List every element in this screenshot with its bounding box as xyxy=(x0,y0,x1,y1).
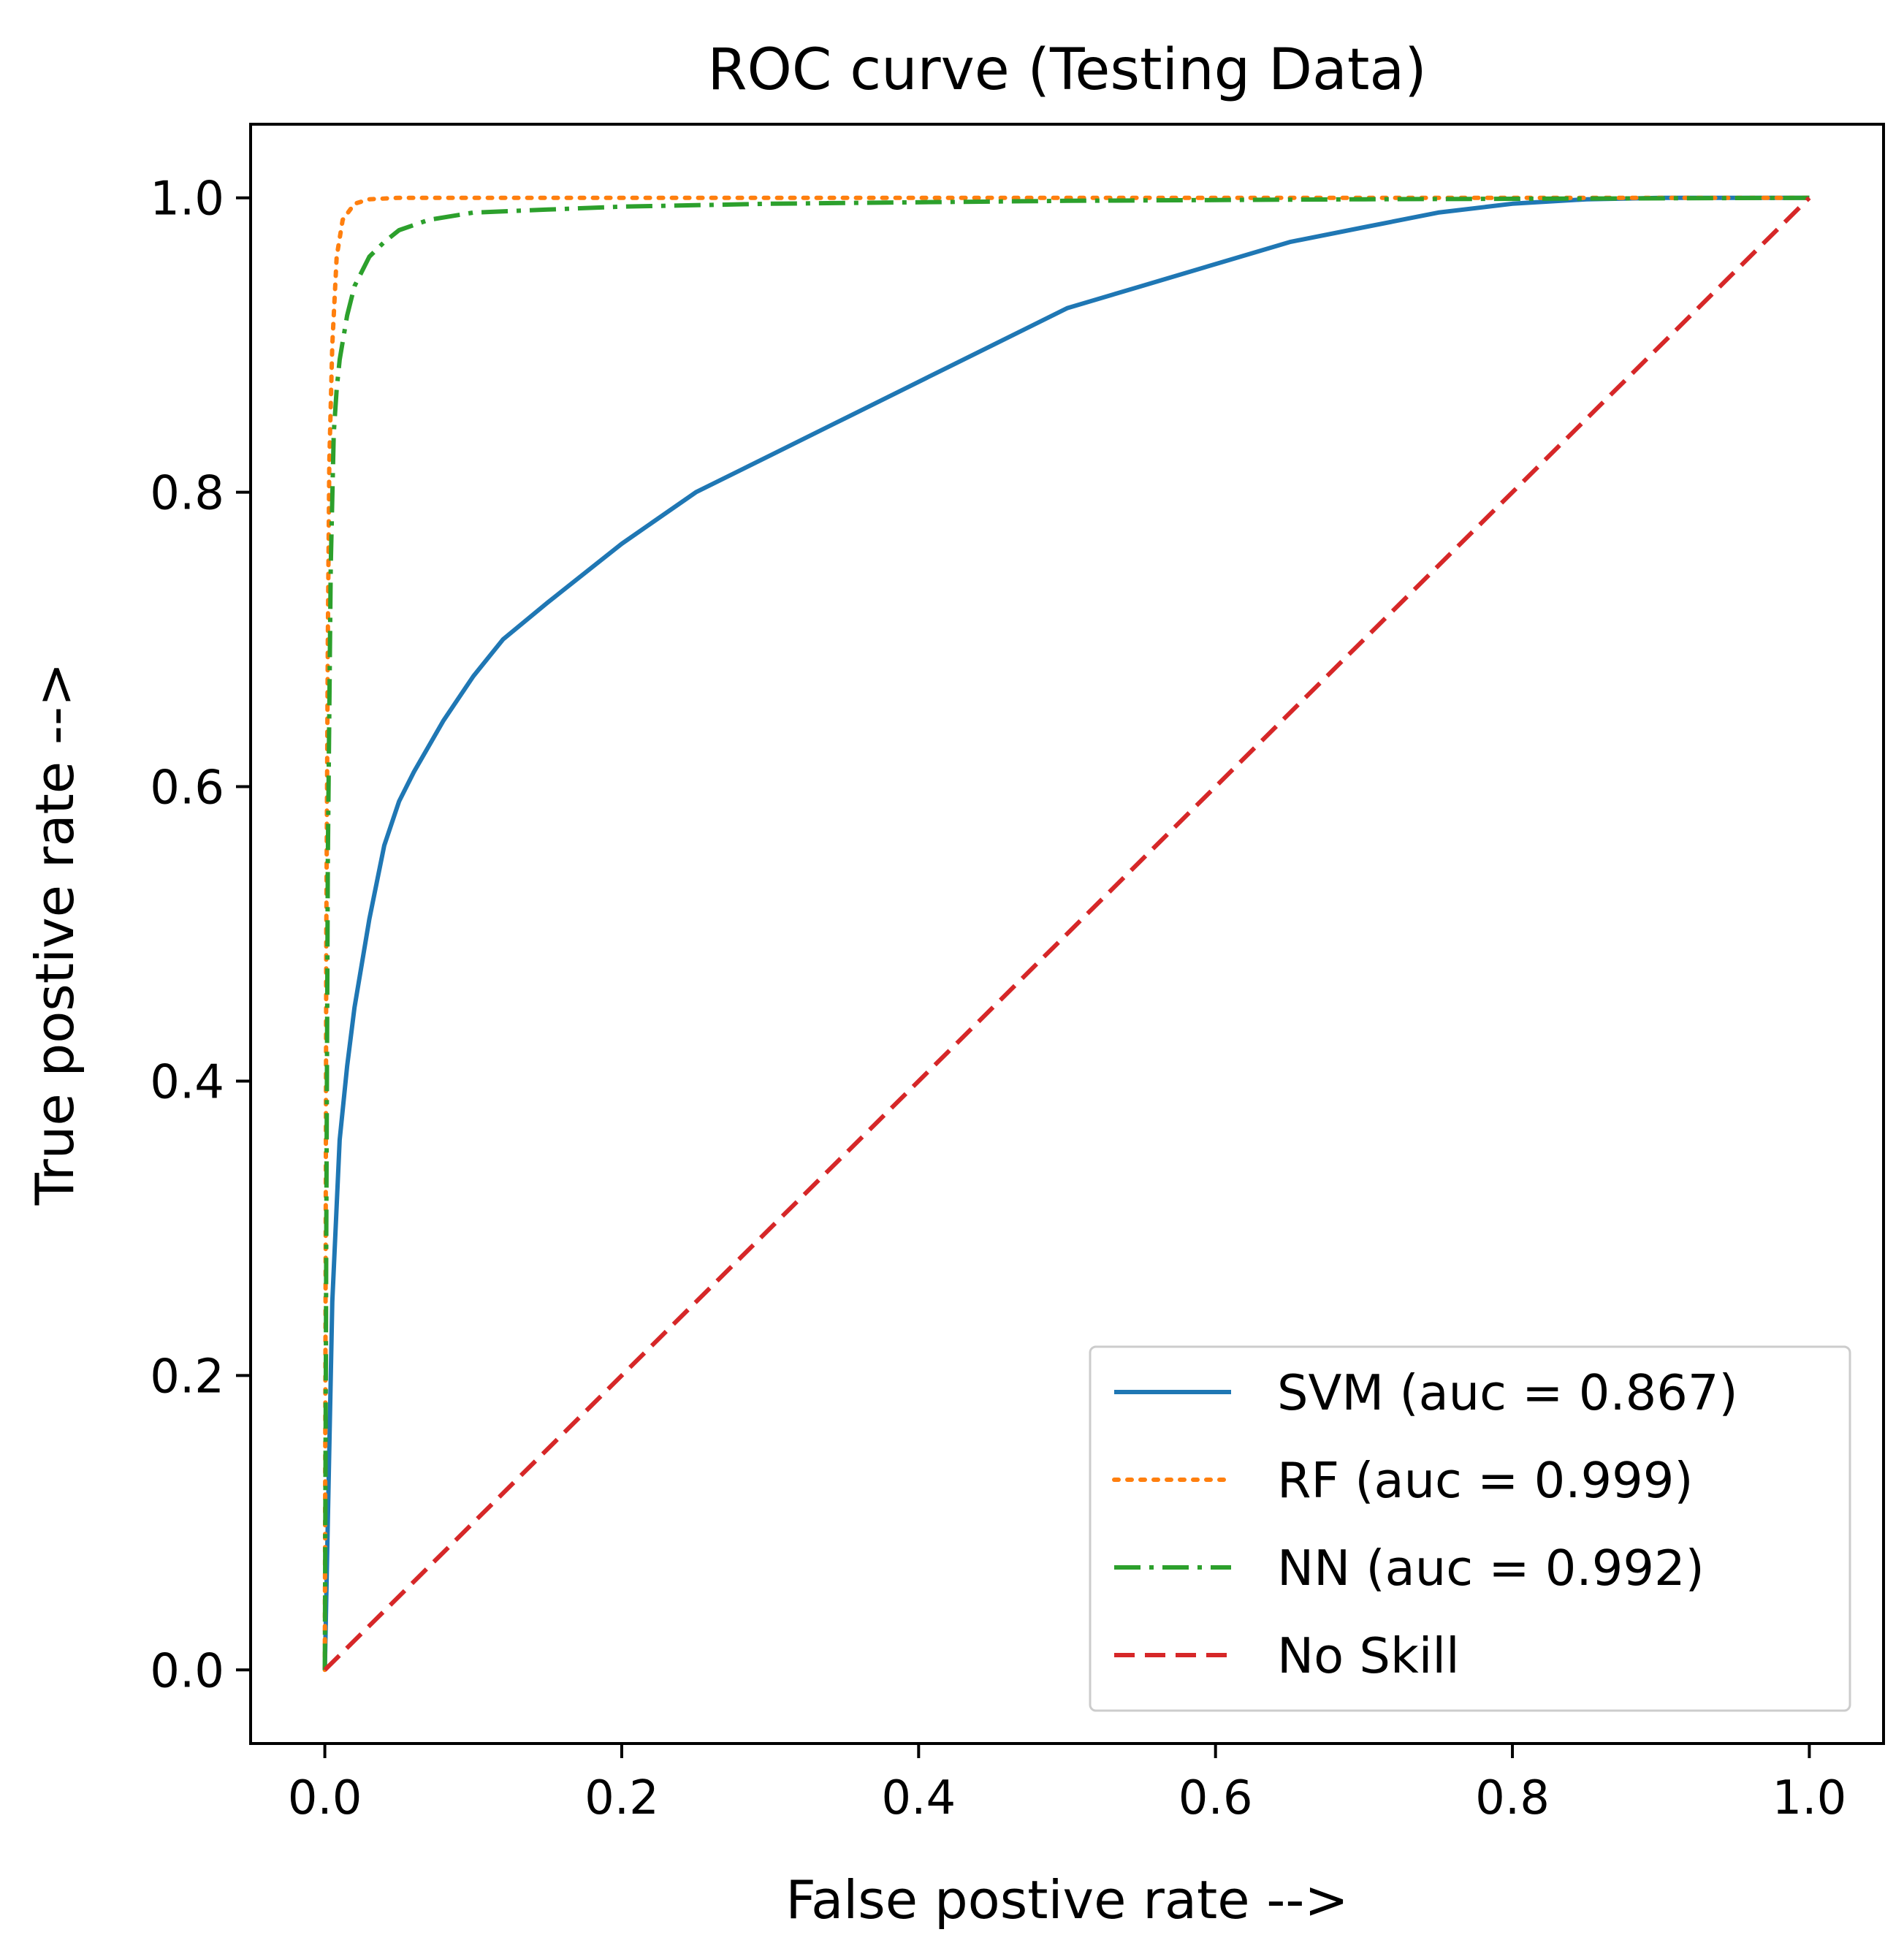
x-tick-label: 0.8 xyxy=(1475,1771,1550,1825)
legend-item: NN (auc = 0.992) xyxy=(1114,1540,1705,1597)
series-line-rf xyxy=(322,195,1812,1673)
legend-box xyxy=(1089,1345,1851,1712)
chart-title: ROC curve (Testing Data) xyxy=(707,37,1426,103)
x-tick-label: 0.6 xyxy=(1178,1771,1253,1825)
y-axis: 0.0 0.2 0.4 0.6 0.8 1.0 xyxy=(150,172,251,1698)
x-tick-label: 0.0 xyxy=(288,1771,362,1825)
y-tick-label: 0.8 xyxy=(150,467,224,521)
y-axis-label: True postive rate --> xyxy=(24,663,85,1206)
legend-label: RF (auc = 0.999) xyxy=(1277,1452,1694,1509)
x-axis: 0.0 0.2 0.4 0.6 0.8 1.0 xyxy=(288,1744,1847,1825)
legend-item: SVM (auc = 0.867) xyxy=(1114,1364,1738,1421)
x-axis-label: False postive rate --> xyxy=(785,1869,1348,1931)
y-tick-label: 0.0 xyxy=(150,1644,224,1698)
plot-area xyxy=(249,123,1885,1745)
legend-item: RF (auc = 0.999) xyxy=(1112,1452,1694,1509)
legend-label: NN (auc = 0.992) xyxy=(1277,1540,1705,1597)
y-tick-label: 0.4 xyxy=(150,1055,224,1109)
series-line-nn xyxy=(322,195,1810,1670)
legend-label: No Skill xyxy=(1277,1627,1460,1684)
y-tick-label: 0.6 xyxy=(150,761,224,815)
series-line-no xyxy=(323,196,1811,1672)
y-tick-label: 1.0 xyxy=(150,172,224,227)
legend-item: No Skill xyxy=(1114,1627,1460,1684)
series-layer xyxy=(322,195,1812,1673)
legend-items: SVM (auc = 0.867) RF (auc = 0.999) NN (auc… xyxy=(1112,1364,1738,1684)
x-tick-label: 1.0 xyxy=(1772,1771,1847,1825)
series-line-svm xyxy=(322,195,1810,1670)
axes-frame xyxy=(249,123,1885,1745)
legend-label: SVM (auc = 0.867) xyxy=(1277,1364,1738,1421)
legend: SVM (auc = 0.867) RF (auc = 0.999) NN (auc… xyxy=(1089,1345,1851,1712)
x-tick-label: 0.4 xyxy=(881,1771,956,1825)
y-tick-label: 0.2 xyxy=(150,1350,224,1404)
x-tick-label: 0.2 xyxy=(584,1771,659,1825)
